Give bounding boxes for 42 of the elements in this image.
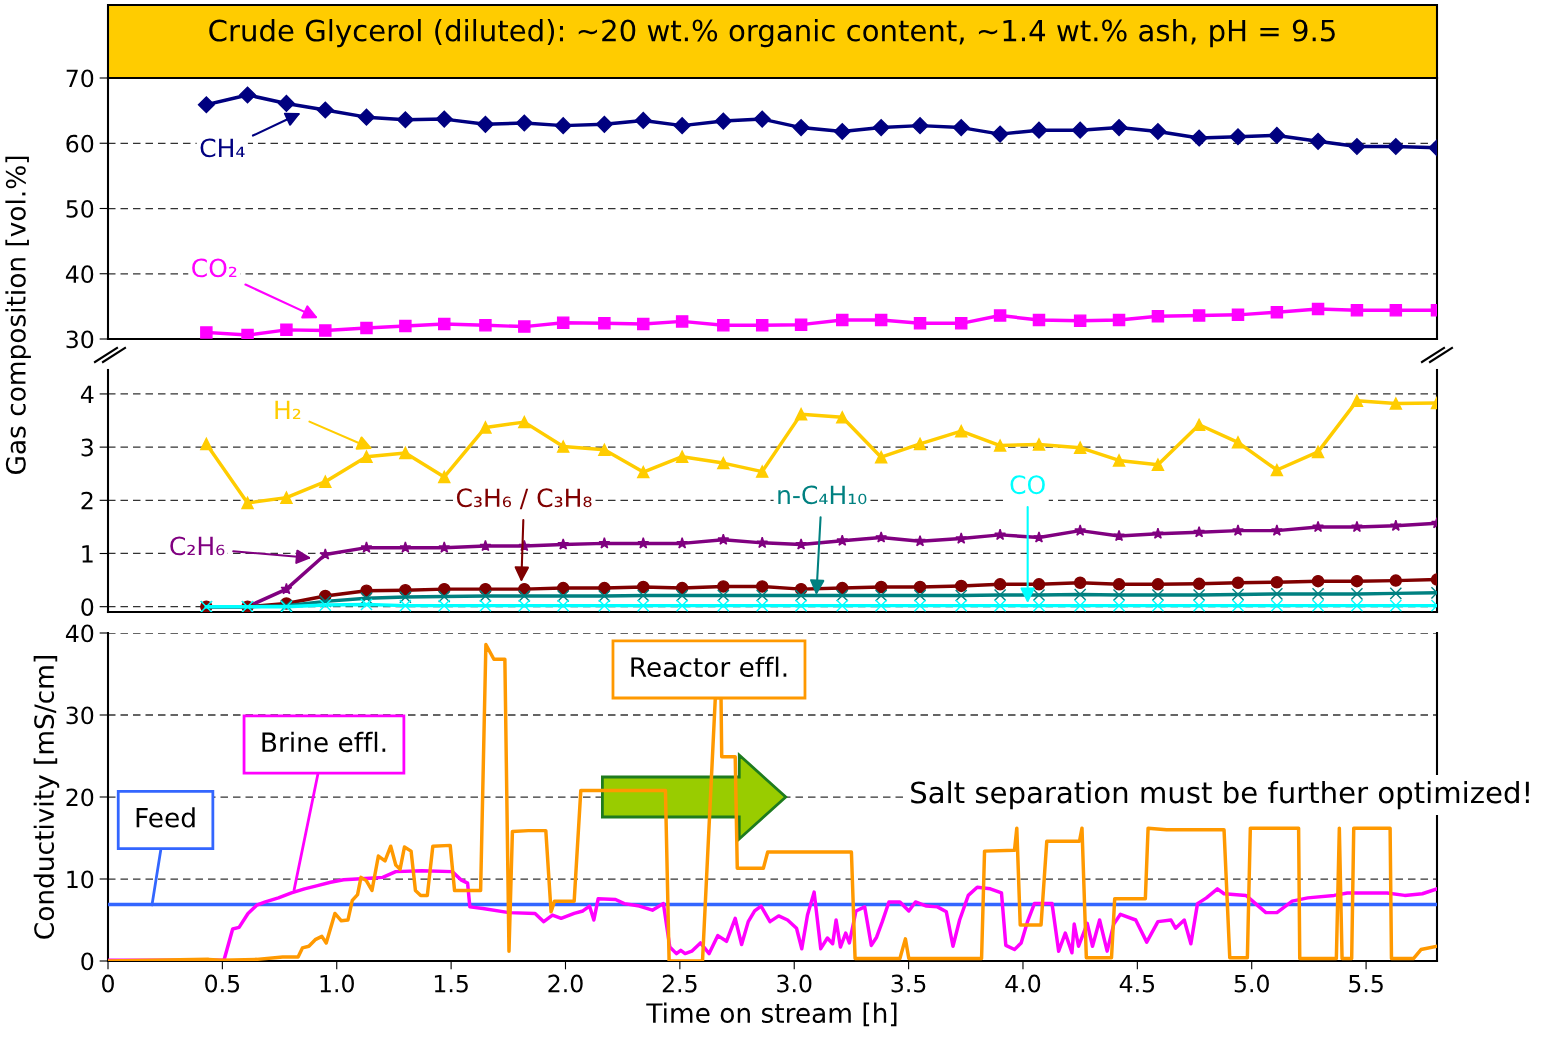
x-tick-label: 1.5: [434, 974, 468, 993]
chart-title: Crude Glycerol (diluted): ~20 wt.% organic content, ~1.4 wt.% ash, pH = 9.5: [209, 19, 1335, 48]
legend-label: C₂H₆: [170, 536, 225, 556]
x-tick-label: 1.0: [320, 974, 354, 993]
x-tick-label: 5.5: [1349, 974, 1383, 993]
text: CO₂: [192, 258, 237, 278]
y-tick-label: 1: [82, 545, 93, 563]
annotation: Salt separation must be further optimized!: [911, 780, 1529, 810]
x-tick-label: 0: [102, 974, 114, 993]
y-tick-label: 70: [66, 69, 94, 88]
y-tick-label: 10: [67, 870, 94, 889]
x-tick-label: 3.0: [777, 974, 812, 993]
text: Brine effl.: [262, 731, 386, 753]
y-tick-label: 40: [65, 624, 94, 643]
y-tick-label: 60: [66, 134, 94, 153]
y-tick-label: 0: [81, 598, 94, 616]
text: n-C₄H₁₀: [778, 485, 867, 505]
y-tick-label: 20: [66, 788, 94, 807]
y-tick-label: 2: [81, 491, 93, 510]
text: Feed: [136, 807, 195, 828]
series-label: Reactor effl.: [631, 656, 787, 678]
y-axis-title: Conductivity [mS/cm]: [33, 656, 60, 939]
y-tick-label: 30: [66, 706, 94, 725]
x-axis-title: Time on stream [h]: [646, 1002, 897, 1027]
y-tick-label: 50: [66, 199, 94, 218]
text: CO: [1010, 475, 1045, 495]
x-tick-label: 4.5: [1119, 974, 1155, 993]
x-tick-label: 4.0: [1005, 974, 1041, 993]
x-tick-label: 5.0: [1234, 974, 1269, 993]
y-axis-title: Gas composition [vol.%]: [5, 156, 31, 475]
text: H₂: [275, 400, 301, 420]
x-tick-label: 3.5: [891, 974, 926, 993]
y-tick-label: 40: [65, 265, 94, 284]
y-tick-label: 0: [81, 952, 94, 971]
x-tick-label: 2.0: [548, 974, 583, 993]
text: C₃H₆ / C₃H₈: [456, 488, 592, 510]
y-tick-label: 30: [66, 330, 94, 349]
y-tick-label: 3: [81, 438, 93, 457]
x-tick-label: 0.5: [205, 974, 240, 993]
x-tick-label: 2.5: [662, 974, 697, 993]
y-tick-label: 4: [80, 385, 94, 403]
series-label: CH₄: [200, 138, 245, 158]
